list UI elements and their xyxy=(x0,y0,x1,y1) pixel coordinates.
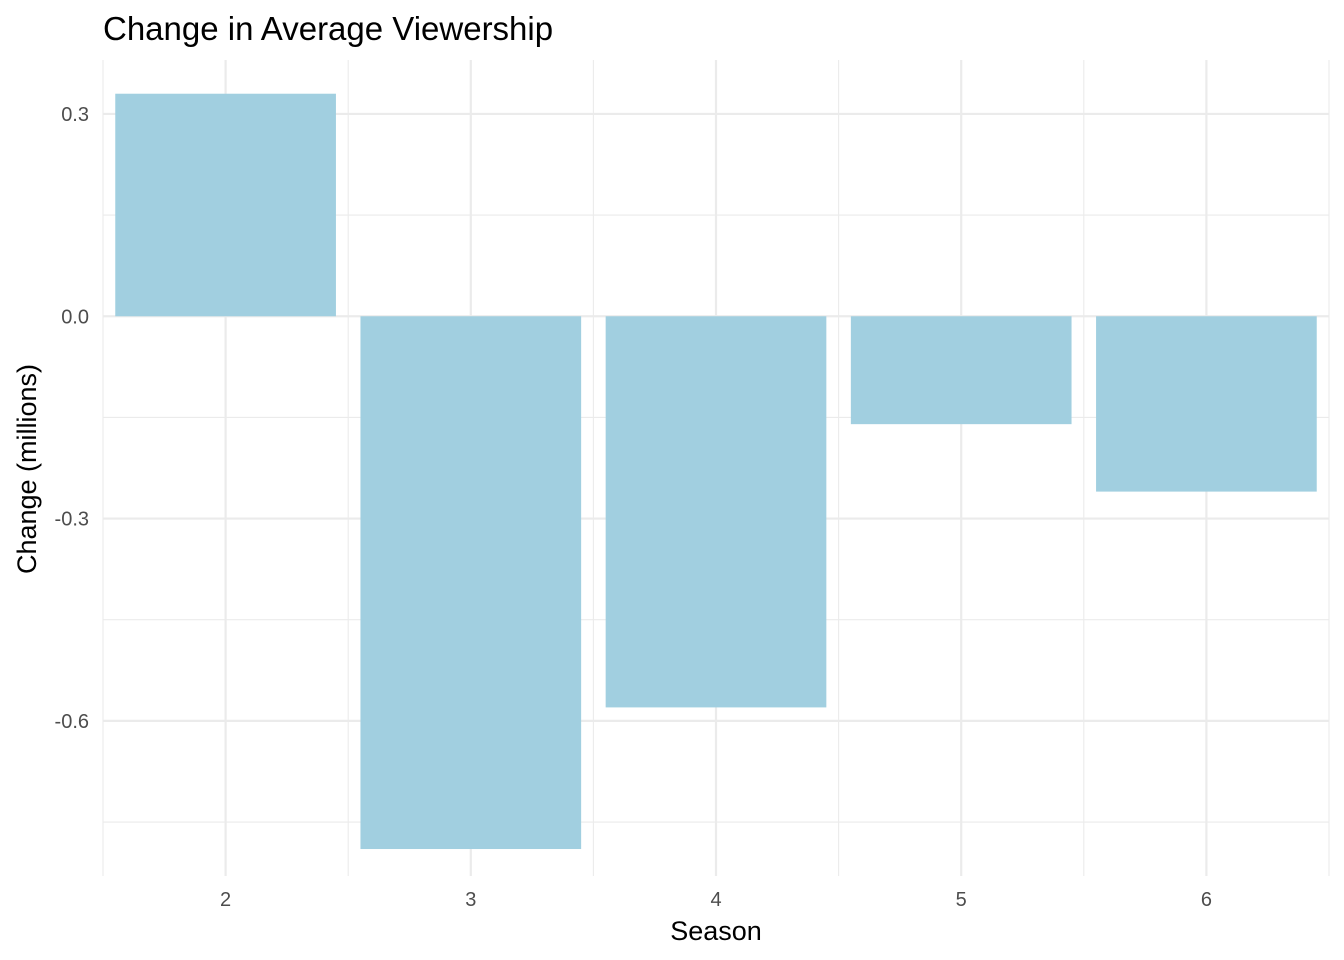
x-tick-label: 5 xyxy=(956,889,967,911)
x-axis-title: Season xyxy=(670,916,762,946)
y-axis-ticks: 0.3 0.0 -0.3 -0.6 xyxy=(55,104,89,733)
bar-season-6 xyxy=(1096,316,1317,492)
bar-season-2 xyxy=(115,93,336,317)
x-tick-label: 2 xyxy=(220,889,231,911)
x-tick-label: 4 xyxy=(710,889,721,911)
bar-season-5 xyxy=(850,316,1072,425)
bars-layer xyxy=(115,93,1317,850)
x-tick-label: 3 xyxy=(465,889,476,911)
y-tick-label: -0.6 xyxy=(55,711,89,733)
x-axis-ticks: 2 3 4 5 6 xyxy=(220,889,1212,911)
y-tick-label: 0.0 xyxy=(61,306,89,328)
chart-title: Change in Average Viewership xyxy=(103,10,553,47)
bar-season-4 xyxy=(605,316,827,708)
y-axis-title: Change (millions) xyxy=(12,364,42,574)
bar-season-3 xyxy=(360,316,582,850)
y-tick-label: -0.3 xyxy=(55,509,89,531)
x-tick-label: 6 xyxy=(1201,889,1212,911)
y-tick-label: 0.3 xyxy=(61,104,89,126)
